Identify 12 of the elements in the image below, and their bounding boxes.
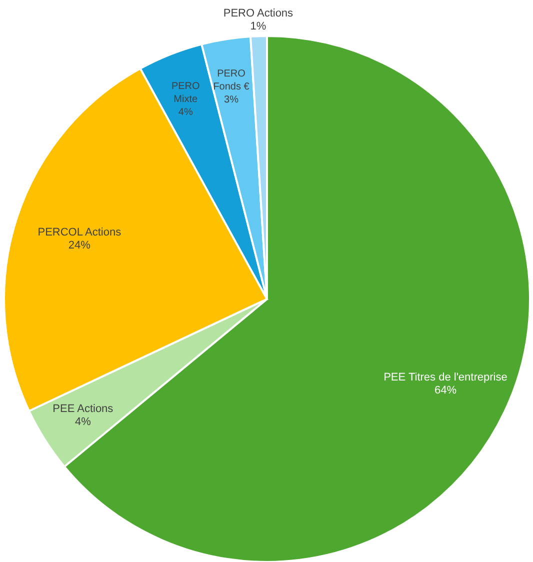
- data-label: 1%: [250, 20, 266, 32]
- data-label: 64%: [434, 384, 457, 396]
- data-label: 4%: [74, 416, 92, 428]
- data-label: 3%: [224, 94, 239, 106]
- slice-label: PEE Titres de l'entreprise: [384, 371, 508, 384]
- slice-label: PERO Actions: [223, 7, 294, 20]
- slice-label: PERO Fonds €: [213, 68, 250, 92]
- slice-label: PEE Actions: [52, 402, 114, 415]
- slice-label: PERO Mixte: [171, 80, 200, 105]
- data-label: 4%: [178, 106, 193, 118]
- data-label: 24%: [68, 239, 91, 252]
- slice-label: PERCOL Actions: [38, 226, 122, 238]
